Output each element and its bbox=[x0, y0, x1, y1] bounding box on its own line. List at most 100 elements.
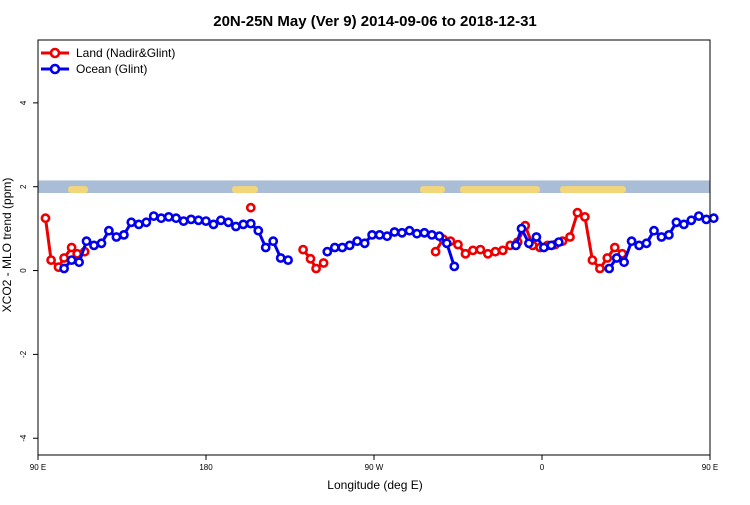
data-point bbox=[359, 238, 370, 249]
legend-label: Land (Nadir&Glint) bbox=[76, 46, 175, 60]
legend-swatch-marker bbox=[49, 63, 61, 75]
data-point bbox=[641, 238, 652, 249]
data-point bbox=[208, 219, 219, 230]
data-point bbox=[178, 216, 189, 226]
data-point bbox=[186, 214, 196, 225]
data-point bbox=[475, 244, 486, 255]
data-point bbox=[441, 238, 452, 249]
data-point bbox=[59, 253, 69, 263]
x-tick-label: 90 W bbox=[365, 463, 384, 472]
data-point bbox=[298, 244, 308, 255]
data-point bbox=[283, 255, 293, 265]
data-point bbox=[119, 229, 129, 240]
data-point bbox=[580, 211, 590, 222]
data-point bbox=[305, 253, 316, 264]
data-point bbox=[524, 238, 534, 249]
x-tick-label: 90 E bbox=[30, 463, 46, 472]
data-point bbox=[89, 240, 99, 251]
data-point bbox=[245, 218, 256, 229]
map-band-land bbox=[68, 186, 88, 194]
data-point bbox=[546, 240, 557, 251]
data-point bbox=[649, 225, 659, 236]
y-tick-label: -4 bbox=[19, 434, 28, 442]
y-axis-label: XCO2 - MLO trend (ppm) bbox=[0, 178, 14, 313]
data-point bbox=[367, 229, 377, 240]
data-point bbox=[318, 258, 329, 268]
data-point bbox=[245, 202, 256, 213]
map-band-land bbox=[560, 186, 626, 194]
x-tick-label: 90 E bbox=[702, 463, 718, 472]
series-layer bbox=[40, 202, 719, 274]
data-point bbox=[59, 263, 69, 274]
data-point bbox=[374, 229, 385, 240]
plot-frame bbox=[37, 39, 711, 456]
data-point bbox=[460, 248, 471, 259]
data-point bbox=[553, 237, 564, 247]
data-point bbox=[572, 207, 583, 218]
data-point bbox=[329, 242, 340, 253]
data-point bbox=[268, 236, 279, 247]
data-point bbox=[193, 215, 204, 226]
data-point bbox=[141, 217, 152, 228]
data-point bbox=[516, 223, 527, 234]
data-point bbox=[81, 236, 92, 247]
y-tick-label: 2 bbox=[19, 184, 28, 189]
data-point bbox=[404, 225, 415, 236]
data-point bbox=[595, 263, 605, 274]
data-point bbox=[352, 236, 363, 247]
chart-title: 20N-25N May (Ver 9) 2014-09-06 to 2018-1… bbox=[213, 13, 537, 30]
series-ocean bbox=[59, 211, 719, 274]
data-point bbox=[604, 263, 615, 274]
data-point bbox=[434, 231, 445, 242]
data-point bbox=[46, 255, 56, 265]
data-point bbox=[430, 246, 441, 257]
data-point bbox=[111, 232, 122, 242]
data-point bbox=[253, 225, 264, 236]
data-point bbox=[66, 255, 77, 265]
data-point bbox=[223, 217, 234, 228]
data-point bbox=[701, 214, 712, 225]
legend-item: Ocean (Glint) bbox=[41, 62, 147, 76]
axes-layer: 90 E 180 90 W 0 90 E -4 -2 0 2 4 bbox=[19, 39, 718, 472]
data-point bbox=[397, 227, 407, 238]
data-point bbox=[311, 263, 321, 274]
legend: Land (Nadir&Glint) Ocean (Glint) bbox=[41, 46, 175, 76]
map-band-ocean bbox=[38, 180, 710, 194]
data-point bbox=[467, 245, 478, 256]
map-band-land bbox=[460, 186, 540, 194]
data-point bbox=[201, 216, 211, 226]
data-point bbox=[215, 215, 226, 226]
data-point bbox=[322, 246, 333, 257]
x-tick-label: 0 bbox=[540, 463, 545, 472]
data-point bbox=[511, 240, 521, 251]
data-point bbox=[66, 242, 77, 253]
map-band bbox=[38, 180, 710, 194]
data-point bbox=[426, 229, 437, 240]
data-point bbox=[602, 253, 613, 263]
data-point bbox=[126, 217, 137, 228]
data-point bbox=[609, 242, 620, 253]
legend-label: Ocean (Glint) bbox=[76, 62, 147, 76]
data-point bbox=[171, 213, 181, 224]
data-point bbox=[156, 213, 167, 224]
data-point bbox=[104, 225, 114, 236]
data-point bbox=[626, 236, 637, 247]
data-point bbox=[163, 211, 174, 222]
y-tick-label: 4 bbox=[19, 100, 28, 105]
map-band-land bbox=[420, 186, 445, 194]
data-point bbox=[40, 213, 51, 224]
data-point bbox=[497, 245, 508, 256]
data-point bbox=[693, 211, 704, 221]
data-point bbox=[411, 228, 422, 239]
data-point bbox=[260, 242, 271, 253]
data-point bbox=[74, 257, 84, 268]
data-point bbox=[148, 211, 159, 221]
data-point bbox=[619, 257, 629, 268]
map-band-land bbox=[232, 186, 258, 194]
legend-item: Land (Nadir&Glint) bbox=[41, 46, 175, 60]
legend-swatch-marker bbox=[49, 47, 61, 59]
data-point bbox=[382, 231, 392, 242]
data-point bbox=[587, 255, 598, 265]
